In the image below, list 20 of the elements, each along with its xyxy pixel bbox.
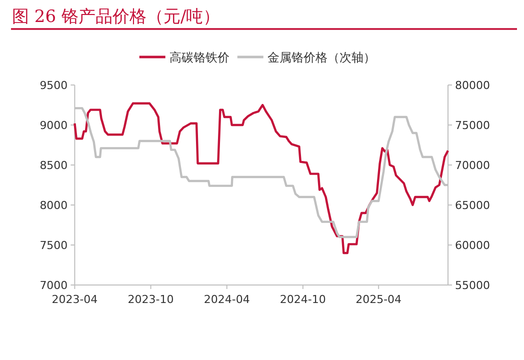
x-tick-label: 2023-04 [52,293,98,306]
y2-tick-label: 55000 [455,279,490,292]
y-tick-label: 9500 [40,79,68,92]
y2-tick-label: 70000 [455,159,490,172]
y2-tick-label: 60000 [455,239,490,252]
y2-tick-label: 80000 [455,79,490,92]
y-tick-label: 9000 [40,119,68,132]
x-tick-label: 2024-10 [280,293,326,306]
y2-tick-label: 65000 [455,199,490,212]
y-tick-label: 7500 [40,239,68,252]
x-tick-label: 2023-10 [128,293,174,306]
y-tick-label: 7000 [40,279,68,292]
x-tick-label: 2025-04 [356,293,402,306]
legend-label: 高碳铬铁价 [169,50,230,64]
y-tick-label: 8500 [40,159,68,172]
y-tick-label: 8000 [40,199,68,212]
x-tick-label: 2024-04 [204,293,250,306]
legend-label: 金属铬价格（次轴） [267,50,376,64]
y2-tick-label: 75000 [455,119,490,132]
title: 图 26 铬产品价格（元/吨） [12,7,220,27]
